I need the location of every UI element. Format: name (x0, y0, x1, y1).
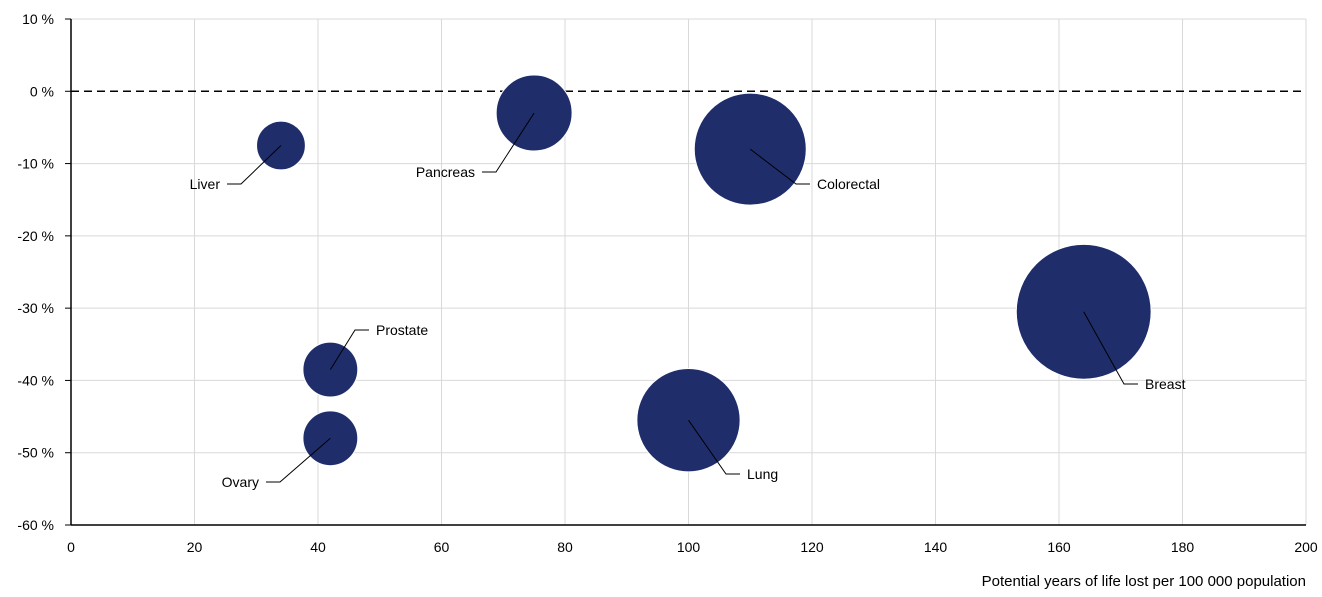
leader-line-liver (227, 145, 282, 185)
y-tick-label: -50 % (17, 445, 54, 461)
leader-line-pancreas (482, 112, 535, 173)
x-tick-label: 60 (434, 539, 450, 555)
x-tick-label: 180 (1171, 539, 1195, 555)
x-tick-label: 0 (67, 539, 75, 555)
y-tick-label: -40 % (17, 372, 54, 388)
data-label-breast: Breast (1145, 376, 1186, 392)
x-tick-label: 200 (1294, 539, 1318, 555)
x-tick-label: 20 (187, 539, 203, 555)
x-tick-label: 120 (800, 539, 824, 555)
y-tick-label: -30 % (17, 300, 54, 316)
leader-line-ovary (266, 437, 331, 483)
x-tick-label: 140 (924, 539, 948, 555)
bubble-lung (636, 368, 741, 473)
leader-line-colorectal (749, 148, 810, 185)
leader-line-lung (688, 419, 740, 475)
y-tick-label: 10 % (22, 11, 54, 27)
leader-line-breast (1083, 311, 1138, 385)
data-label-prostate: Prostate (376, 322, 428, 338)
y-tick-label: 0 % (30, 83, 54, 99)
leader-line-prostate (329, 329, 369, 370)
y-tick-label: -60 % (17, 517, 54, 533)
data-label-lung: Lung (747, 466, 778, 482)
x-tick-label: 100 (677, 539, 701, 555)
x-tick-label: 80 (557, 539, 573, 555)
bubbles (256, 74, 1152, 473)
axes: 0 20 40 60 80 100 120 140 160 180 200 10 % 0 % -10 % -… (17, 11, 1317, 555)
x-axis-title: Potential years of life lost per 100 000… (982, 573, 1306, 590)
data-label-colorectal: Colorectal (817, 176, 880, 192)
data-label-pancreas: Pancreas (416, 164, 475, 180)
y-tick-label: -10 % (17, 156, 54, 172)
data-label-liver: Liver (190, 176, 221, 192)
bubble-labels: Liver Pancreas Colorectal Breast Prostate Ova… (190, 112, 1186, 490)
data-label-ovary: Ovary (222, 474, 259, 490)
x-tick-label: 40 (310, 539, 326, 555)
y-tick-label: -20 % (17, 228, 54, 244)
x-tick-label: 160 (1047, 539, 1071, 555)
